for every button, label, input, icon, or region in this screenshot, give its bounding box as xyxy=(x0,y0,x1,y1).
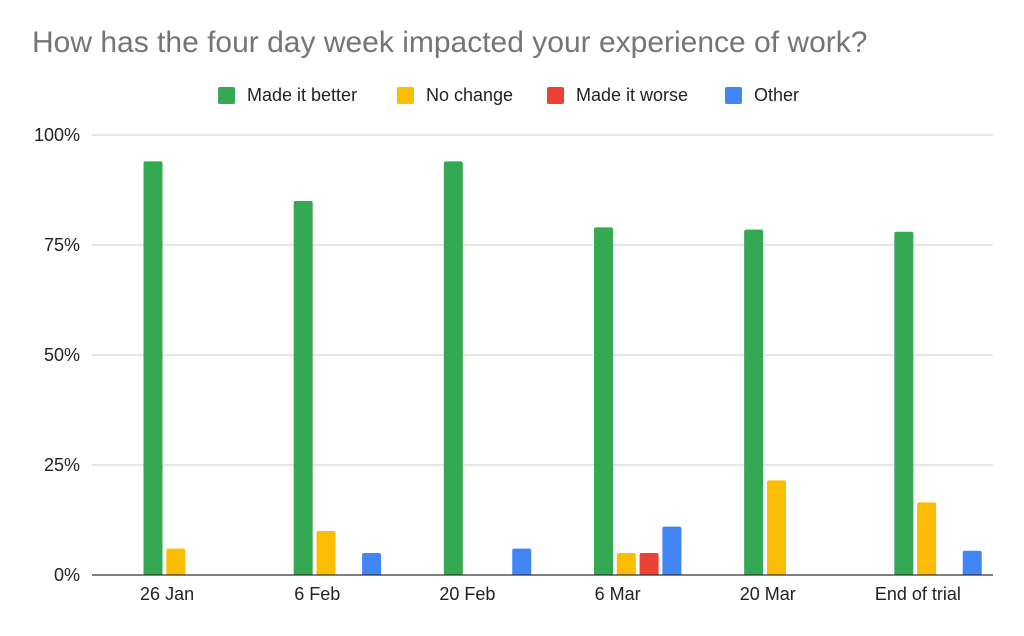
bar-other-3 xyxy=(662,526,682,575)
bar-made-it-better-2 xyxy=(443,161,463,575)
legend-swatch-made-it-worse xyxy=(547,86,564,104)
y-tick-label: 100% xyxy=(34,125,80,145)
bar-no-change-5 xyxy=(917,502,937,575)
bar-made-it-better-4 xyxy=(744,229,764,575)
bar-made-it-worse-3 xyxy=(639,553,659,575)
legend-swatch-other xyxy=(725,86,742,104)
bar-made-it-better-5 xyxy=(894,231,914,576)
y-tick-label: 75% xyxy=(44,235,80,255)
bar-no-change-0 xyxy=(166,548,186,575)
bar-other-2 xyxy=(512,548,532,575)
x-tick-label: 20 Mar xyxy=(740,584,796,604)
x-tick-label: 6 Mar xyxy=(595,584,641,604)
gridlines xyxy=(92,134,993,466)
legend-item-other: Other xyxy=(725,82,799,108)
legend: Made it better No change Made it worse O… xyxy=(0,82,1024,108)
x-tick-label: 20 Feb xyxy=(439,584,495,604)
legend-label-other: Other xyxy=(754,84,800,105)
legend-item-no-change: No change xyxy=(397,82,513,108)
legend-item-made-it-worse: Made it worse xyxy=(547,82,688,108)
legend-label-made-it-worse: Made it worse xyxy=(576,84,689,105)
legend-label-no-change: No change xyxy=(426,84,514,105)
x-tick-label: 6 Feb xyxy=(294,584,340,604)
y-tick-label: 50% xyxy=(44,345,80,365)
legend-label-made-it-better: Made it better xyxy=(247,84,358,105)
bar-no-change-3 xyxy=(616,553,636,575)
bar-other-1 xyxy=(362,553,382,575)
legend-swatch-made-it-better xyxy=(218,86,235,104)
legend-item-made-it-better: Made it better xyxy=(218,82,357,108)
bar-no-change-4 xyxy=(766,480,786,575)
legend-swatch-no-change xyxy=(397,86,414,104)
y-axis-ticks: 0% 25% 50% 75% 100% xyxy=(34,125,80,585)
y-tick-label: 25% xyxy=(44,455,80,475)
bar-made-it-better-1 xyxy=(293,201,313,575)
x-tick-label: 26 Jan xyxy=(140,584,194,604)
x-tick-label: End of trial xyxy=(875,584,961,604)
bar-no-change-1 xyxy=(316,531,336,575)
x-axis-ticks: 26 Jan 6 Feb 20 Feb 6 Mar 20 Mar End of trial xyxy=(140,584,961,604)
bars xyxy=(143,161,982,576)
chart-title: How has the four day week impacted your … xyxy=(32,26,868,59)
bar-made-it-better-0 xyxy=(143,161,163,575)
bar-made-it-better-3 xyxy=(594,227,613,575)
bar-other-5 xyxy=(962,550,982,575)
y-tick-label: 0% xyxy=(54,565,80,585)
